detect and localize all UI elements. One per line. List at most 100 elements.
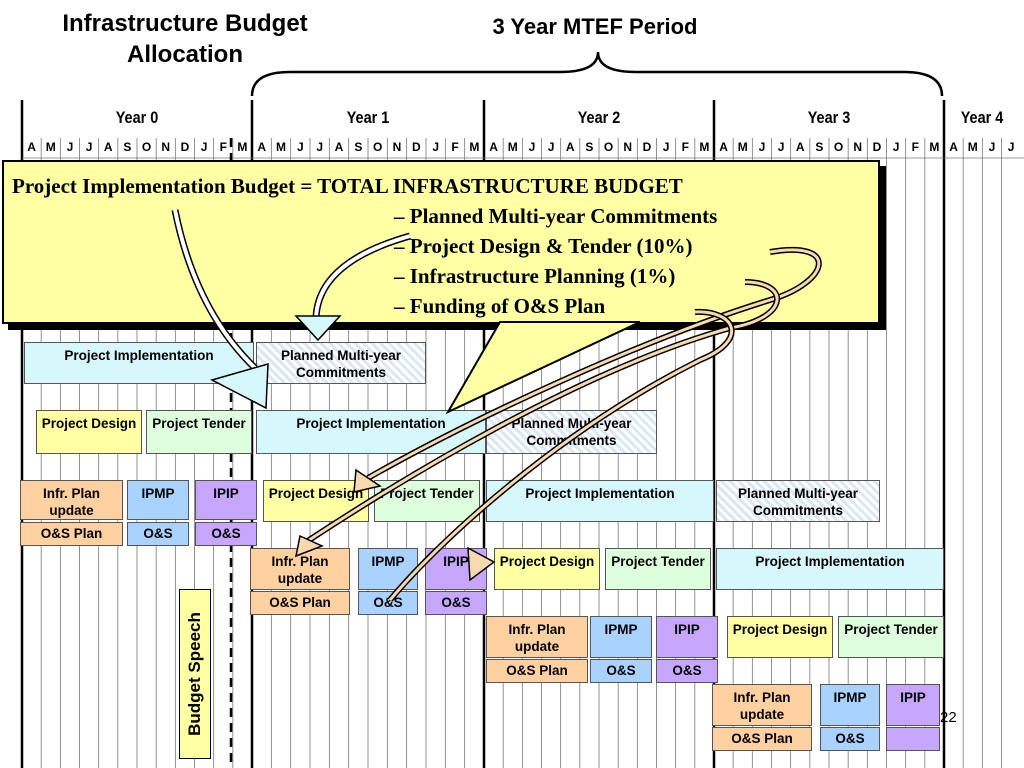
month-label: M [276, 140, 286, 154]
planned-multiyear-bar: Planned Multi-year Commitments [486, 410, 657, 454]
month-label: J [1007, 140, 1015, 154]
month-label: J [432, 140, 439, 154]
year-4-label: Year 4 [960, 108, 1004, 127]
infr-plan-update-box: Infr. Plan update [20, 480, 123, 520]
project-design-box: Project Design [494, 548, 600, 590]
year-3-label: Year 3 [807, 108, 851, 127]
page-number: 22 [940, 709, 957, 726]
month-label: N [623, 140, 633, 154]
os-box: O&S [195, 522, 257, 546]
month-label: M [507, 140, 518, 154]
month-label: F [681, 140, 689, 154]
month-label: M [45, 140, 56, 154]
month-label: D [411, 140, 421, 154]
month-label: A [257, 140, 266, 154]
infr-plan-update-box: Infr. Plan update [712, 684, 812, 726]
project-design-box: Project Design [727, 616, 833, 658]
callout-item: – Infrastructure Planning (1%) [394, 264, 676, 288]
month-label: M [929, 140, 940, 154]
month-label: J [777, 140, 785, 154]
month-label: S [815, 140, 824, 154]
month-label: J [85, 140, 93, 154]
month-label: A [334, 140, 344, 154]
month-label: M [469, 140, 480, 154]
title-line-1: Infrastructure Budget [62, 10, 308, 37]
callout-item: – Funding of O&S Plan [394, 294, 606, 318]
month-label: M [237, 140, 248, 154]
month-label: A [719, 140, 728, 154]
year-0-label: Year 0 [115, 108, 159, 127]
month-label: A [565, 140, 575, 154]
month-label: J [892, 140, 900, 154]
ipmp-box: IPMP [127, 480, 189, 520]
month-label: A [489, 140, 498, 154]
os-box: O&S [358, 591, 418, 615]
infr-plan-update-box: Infr. Plan update [486, 616, 588, 658]
month-label: M [967, 140, 978, 154]
year-2-label: Year 2 [577, 108, 621, 127]
month-label: D [642, 140, 652, 154]
project-implementation-bar: Project Implementation [256, 410, 486, 454]
month-label: J [662, 140, 670, 154]
project-implementation-bar: Project Implementation [716, 548, 944, 590]
month-label: J [296, 140, 304, 154]
os-plan-box: O&S Plan [712, 727, 812, 751]
month-label: N [392, 140, 402, 154]
project-implementation-bar: Project Implementation [486, 480, 714, 522]
ipip-box: IPIP [195, 480, 257, 520]
project-implementation-bar: Project Implementation [24, 342, 254, 384]
os-plan-box: O&S Plan [250, 591, 350, 615]
ipip-box: IPIP [656, 616, 718, 658]
month-label: D [872, 140, 882, 154]
month-label: J [547, 140, 555, 154]
month-label: J [200, 140, 208, 154]
os-box: O&S [127, 522, 189, 546]
project-tender-box: Project Tender [605, 548, 711, 590]
month-label: J [758, 140, 766, 154]
month-label: J [316, 140, 323, 154]
os-box: O&S [590, 659, 652, 683]
month-label: J [528, 140, 536, 154]
month-label: F [451, 140, 459, 154]
month-label: M [737, 140, 748, 154]
month-label: N [853, 140, 863, 154]
month-label: J [66, 140, 74, 154]
os-plan-box: O&S Plan [486, 659, 588, 683]
mtef-period-label: 3 Year MTEF Period [492, 14, 698, 39]
budget-speech-label: Budget Speech [185, 612, 204, 736]
os-box: O&S [425, 591, 487, 615]
month-label: O [141, 140, 152, 154]
month-label: D [180, 140, 190, 154]
year-1-label: Year 1 [346, 108, 390, 127]
month-label: F [219, 140, 227, 154]
month-label: O [833, 140, 844, 154]
planned-multiyear-bar: Planned Multi-year Commitments [256, 342, 426, 384]
month-label: O [372, 140, 383, 154]
ipmp-box: IPMP [590, 616, 652, 658]
page-title: Infrastructure Budget Allocation [20, 8, 350, 70]
budget-speech-box: Budget Speech [179, 589, 211, 759]
month-label: F [911, 140, 919, 154]
month-label: S [585, 140, 594, 154]
month-label: S [123, 140, 132, 154]
month-label: O [603, 140, 614, 154]
callout-item: – Planned Multi-year Commitments [394, 204, 718, 228]
month-label: A [103, 140, 113, 154]
month-label: J [988, 140, 996, 154]
planned-multiyear-bar: Planned Multi-year Commitments [716, 480, 880, 522]
month-label: N [161, 140, 171, 154]
month-label: M [699, 140, 710, 154]
ipmp-box: IPMP [358, 548, 418, 590]
project-tender-box: Project Tender [146, 410, 252, 454]
os-box: O&S [656, 659, 718, 683]
project-tender-box: Project Tender [374, 480, 480, 522]
ipip-box: IPIP [425, 548, 487, 590]
budget-callout: Project Implementation Budget = TOTAL IN… [2, 160, 880, 324]
callout-item: – Project Design & Tender (10%) [394, 234, 693, 258]
month-label: A [795, 140, 805, 154]
ipmp-box: IPMP [820, 684, 880, 726]
mtef-brace [250, 51, 944, 97]
ipip-os-box [886, 727, 940, 751]
month-label: S [354, 140, 363, 154]
project-design-box: Project Design [36, 410, 142, 454]
